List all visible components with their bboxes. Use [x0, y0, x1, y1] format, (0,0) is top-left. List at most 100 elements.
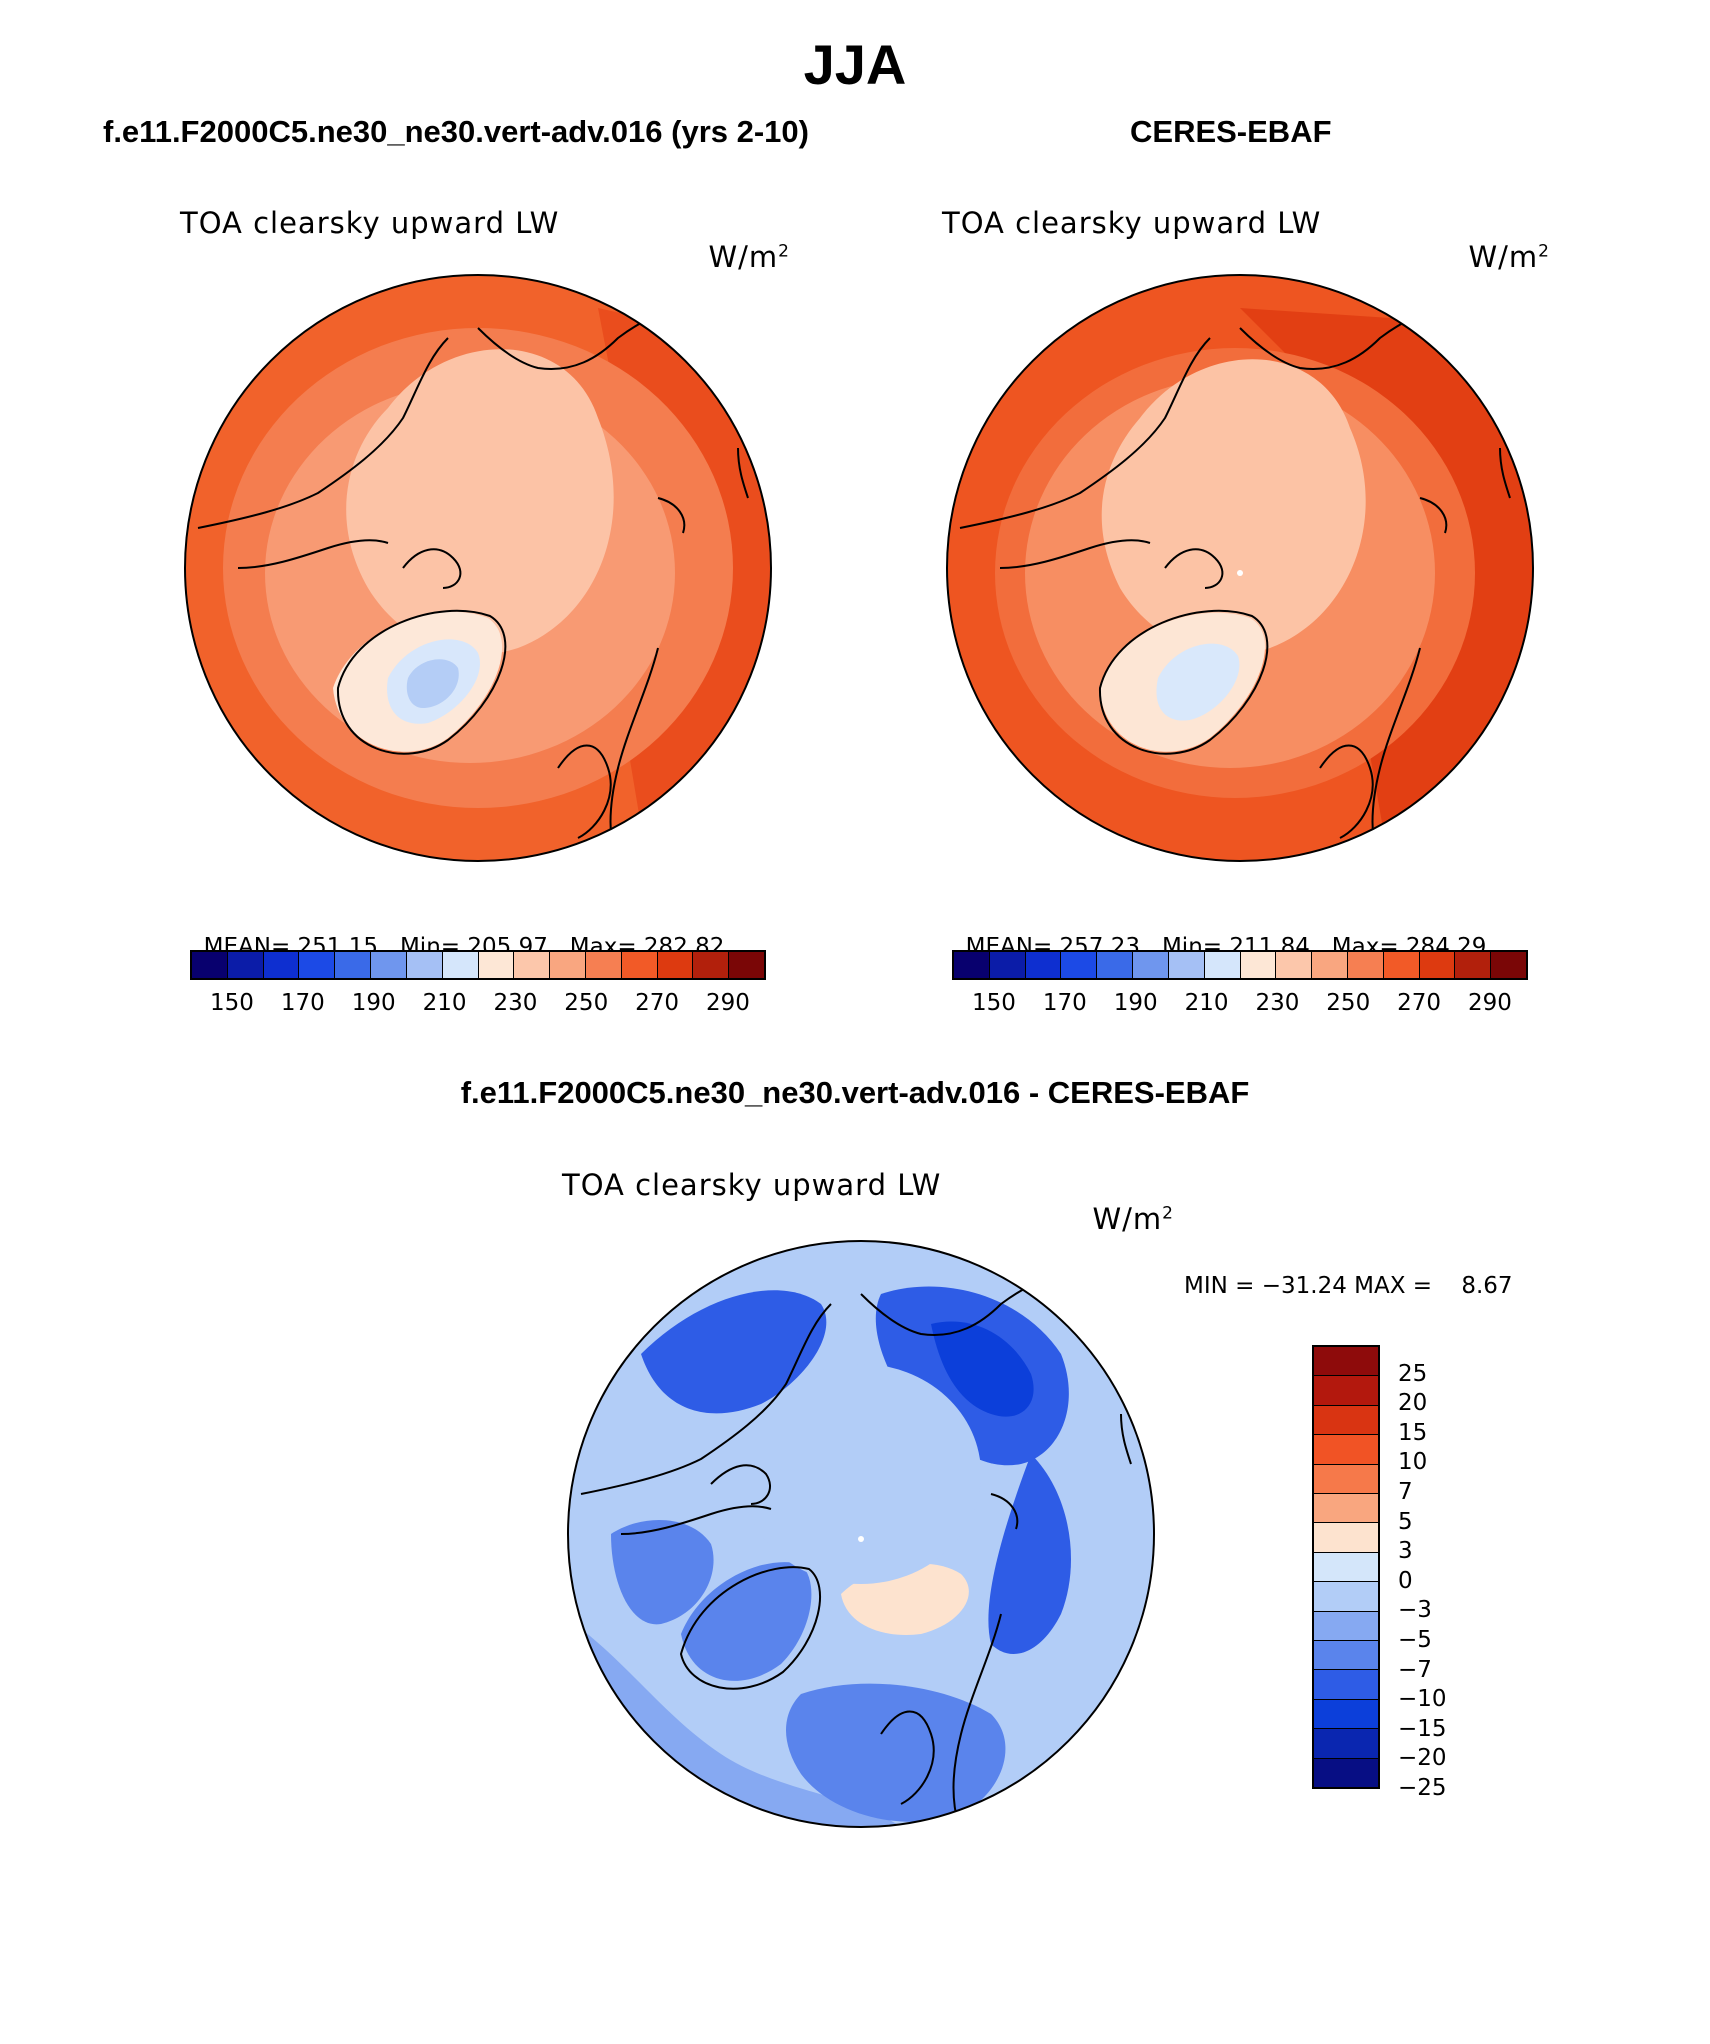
obs-colorbar	[952, 950, 1528, 980]
model-colorbar-ticks: 150 170 190 210 230 250 270 290	[210, 990, 750, 1016]
diff-minmax: MIN = −31.24 MAX = 8.67	[1184, 1273, 1513, 1299]
model-colorbar-cell	[371, 952, 407, 978]
model-colorbar-cell	[585, 952, 622, 978]
diff-colorbar-label: 7	[1398, 1479, 1413, 1505]
model-colorbar-cell	[729, 952, 764, 978]
model-colorbar-cell	[550, 952, 586, 978]
model-colorbar	[190, 950, 766, 980]
obs-colorbar-tick-label: 270	[1397, 990, 1442, 1016]
obs-colorbar-cell	[1133, 952, 1169, 978]
diff-coastlines	[580, 1273, 1132, 1827]
obs-colorbar-cell	[954, 952, 990, 978]
model-colorbar-cell	[192, 952, 228, 978]
diff-colorbar-label: −5	[1398, 1627, 1432, 1653]
model-colorbar-cell	[514, 952, 551, 978]
diff-field-south-band	[786, 1683, 1006, 1822]
obs-field-greenland-core	[1156, 643, 1240, 721]
obs-colorbar-cell	[1240, 952, 1277, 978]
diff-field-northwest-deep	[641, 1290, 827, 1414]
diff-colorbar-cell	[1314, 1552, 1378, 1583]
obs-colorbar-tick-label: 250	[1326, 990, 1371, 1016]
obs-colorbar-cell	[1455, 952, 1492, 978]
obs-colorbar-cell	[1347, 952, 1384, 978]
diff-colorbar-cell	[1314, 1523, 1378, 1553]
obs-colorbar-cell	[1025, 952, 1062, 978]
diff-colorbar-cell	[1314, 1641, 1378, 1671]
obs-colorbar-tick-label: 230	[1255, 990, 1300, 1016]
model-heading: f.e11.F2000C5.ne30_ne30.vert-adv.016 (yr…	[103, 114, 809, 149]
obs-colorbar-cell	[1312, 952, 1348, 978]
diff-colorbar-label: −25	[1398, 1775, 1447, 1801]
model-colorbar-cell	[299, 952, 336, 978]
obs-colorbar-cell	[1168, 952, 1205, 978]
diff-colorbar-cell	[1314, 1347, 1378, 1377]
diff-colorbar-cell	[1314, 1582, 1378, 1612]
model-polar-map	[184, 274, 772, 862]
diff-colorbar-cell	[1314, 1729, 1378, 1759]
obs-units: W/m2	[1468, 240, 1550, 274]
diff-colorbar-label: −3	[1398, 1597, 1432, 1624]
diff-field-west-band	[611, 1520, 714, 1625]
model-colorbar-cell	[227, 952, 264, 978]
diff-colorbar-cell	[1314, 1435, 1378, 1465]
diff-colorbar-cell	[1314, 1699, 1378, 1730]
diff-field-east-band	[988, 1454, 1071, 1654]
diff-field-northeast-core	[931, 1321, 1034, 1417]
model-variable-title: TOA clearsky upward LW	[180, 206, 560, 240]
obs-field-arctic-basin	[1101, 359, 1366, 655]
model-colorbar-cell	[657, 952, 694, 978]
obs-colorbar-ticks: 150 170 190 210 230 250 270 290	[972, 990, 1512, 1016]
obs-polar-map	[946, 274, 1534, 862]
model-colorbar-tick-label: 150	[210, 990, 254, 1016]
model-colorbar-cell	[693, 952, 730, 978]
diff-units: W/m2	[1092, 1202, 1174, 1236]
obs-pole-marker	[1237, 570, 1243, 576]
model-field-greenland-core	[406, 659, 459, 708]
obs-colorbar-cell	[1276, 952, 1313, 978]
obs-colorbar-cell	[1383, 952, 1420, 978]
diff-colorbar-cell	[1314, 1611, 1378, 1642]
diff-colorbar-label: 15	[1398, 1419, 1428, 1446]
model-colorbar-cell	[263, 952, 300, 978]
diff-colorbar-cell	[1314, 1758, 1378, 1788]
model-field-arctic-basin	[346, 349, 614, 655]
diff-polar-map	[567, 1240, 1155, 1828]
obs-variable-title: TOA clearsky upward LW	[942, 206, 1322, 240]
diff-field-greenland-grad	[681, 1562, 812, 1681]
model-colorbar-cell	[478, 952, 515, 978]
diff-heading: f.e11.F2000C5.ne30_ne30.vert-adv.016 - C…	[460, 1075, 1250, 1110]
diff-colorbar-labels: 25 20 15 10 7 5 3 0 −3 −5 −7 −10 −15 −20 −25	[1398, 1345, 1488, 1801]
model-colorbar-tick-label: 210	[422, 990, 467, 1016]
obs-colorbar-cell	[1419, 952, 1456, 978]
diff-field-arctic-basin	[741, 1364, 981, 1584]
diff-colorbar-label: 5	[1398, 1508, 1413, 1535]
obs-colorbar-cell	[1097, 952, 1134, 978]
obs-colorbar-cell	[1204, 952, 1241, 978]
model-colorbar-tick-label: 170	[280, 990, 325, 1016]
model-colorbar-tick-label: 290	[706, 990, 750, 1016]
diff-colorbar-cell	[1314, 1670, 1378, 1700]
diff-colorbar-label: 25	[1398, 1360, 1428, 1387]
obs-colorbar-cell	[989, 952, 1026, 978]
model-colorbar-tick-label: 250	[564, 990, 609, 1016]
diff-colorbar-label: −15	[1398, 1715, 1447, 1742]
diff-colorbar-label: 0	[1398, 1567, 1413, 1594]
obs-colorbar-tick-label: 150	[972, 990, 1016, 1016]
model-colorbar-cell	[406, 952, 443, 978]
diff-colorbar-label: −20	[1398, 1745, 1447, 1772]
model-colorbar-cell	[621, 952, 658, 978]
diff-colorbar-label: −7	[1398, 1656, 1432, 1683]
obs-colorbar-tick-label: 170	[1042, 990, 1087, 1016]
model-units: W/m2	[708, 240, 790, 274]
diff-colorbar-label: 20	[1398, 1390, 1428, 1417]
obs-colorbar-tick-label: 290	[1468, 990, 1512, 1016]
obs-heading: CERES-EBAF	[1130, 114, 1332, 149]
obs-colorbar-cell	[1061, 952, 1098, 978]
obs-colorbar-tick-label: 190	[1113, 990, 1158, 1016]
model-colorbar-tick-label: 270	[635, 990, 680, 1016]
page-title: JJA	[803, 33, 907, 96]
diff-colorbar-cell	[1314, 1405, 1378, 1436]
diff-colorbar-cell	[1314, 1494, 1378, 1524]
diff-variable-title: TOA clearsky upward LW	[562, 1168, 942, 1202]
diff-colorbar-label: −10	[1398, 1686, 1447, 1713]
